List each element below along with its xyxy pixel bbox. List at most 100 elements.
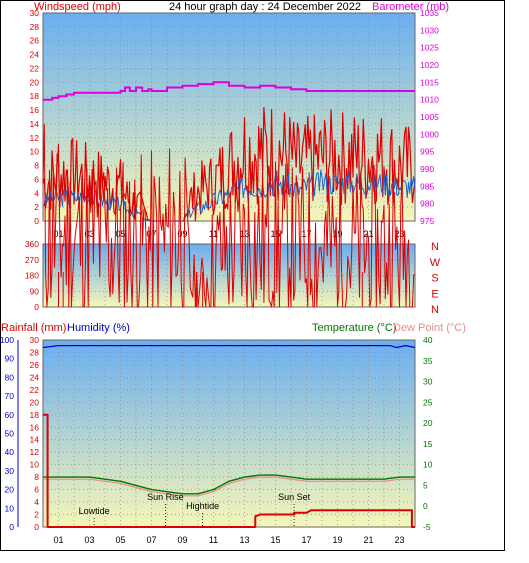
baro-axis-title: Barometer (mb)	[372, 1, 449, 13]
humidity-ytick-20: 20	[5, 485, 15, 495]
wind-ytick-28: 28	[30, 22, 40, 32]
annotation-lowtide: Lowtide	[79, 506, 110, 516]
wind-ytick-30: 30	[30, 8, 40, 18]
rain-xtick-07: 07	[146, 535, 156, 545]
temp-ytick-15: 15	[423, 439, 433, 449]
temp-ytick-20: 20	[423, 418, 433, 428]
wind-ytick-14: 14	[30, 119, 40, 129]
direction-ytick-0: 0	[34, 302, 39, 312]
temp-ytick-30: 30	[423, 377, 433, 387]
wind-ytick-0: 0	[34, 216, 39, 226]
baro-ytick-980: 980	[420, 199, 434, 209]
rain-xtick-15: 15	[270, 535, 280, 545]
rain-ytick-12: 12	[30, 447, 40, 457]
annotation-sun-rise: Sun Rise	[147, 492, 184, 502]
direction-ytick-180: 180	[25, 271, 39, 281]
wind-ytick-20: 20	[30, 77, 40, 87]
baro-ytick-1020: 1020	[420, 60, 439, 70]
humidity-axis-title: Humidity (%)	[67, 322, 130, 334]
rain-ytick-20: 20	[30, 397, 40, 407]
rain-xtick-11: 11	[209, 535, 218, 545]
rain-xtick-05: 05	[115, 535, 125, 545]
temp-ytick-0: 0	[423, 501, 428, 511]
wind-ytick-4: 4	[34, 188, 39, 198]
wind-gust-line	[42, 106, 416, 222]
baro-ytick-990: 990	[420, 164, 434, 174]
wind-ytick-24: 24	[30, 50, 40, 60]
humidity-ytick-0: 0	[9, 522, 14, 532]
wind-xtick-19: 19	[332, 229, 342, 239]
humidity-line	[42, 345, 416, 349]
humidity-ytick-40: 40	[5, 447, 15, 457]
dewpoint-line	[43, 476, 415, 497]
compass-label-4: N	[431, 304, 439, 316]
rain-xtick-13: 13	[239, 535, 249, 545]
temp-ytick-10: 10	[423, 460, 433, 470]
rain-xtick-17: 17	[301, 535, 311, 545]
rain-xtick-19: 19	[332, 535, 342, 545]
wind-ytick-16: 16	[30, 105, 40, 115]
humidity-ytick-100: 100	[0, 335, 14, 345]
rain-ytick-16: 16	[30, 422, 40, 432]
wind-xtick-07: 07	[146, 229, 156, 239]
baro-ytick-1025: 1025	[420, 43, 439, 53]
wind-xtick-11: 11	[209, 229, 218, 239]
temp-ytick-35: 35	[423, 356, 433, 366]
wind-ytick-12: 12	[30, 133, 40, 143]
humidity-ytick-90: 90	[5, 354, 15, 364]
direction-ytick-90: 90	[30, 286, 40, 296]
wind-xtick-21: 21	[363, 229, 373, 239]
compass-label-2: S	[431, 273, 438, 285]
baro-ytick-995: 995	[420, 147, 434, 157]
rain-ytick-8: 8	[34, 472, 39, 482]
rain-xtick-03: 03	[84, 535, 94, 545]
wind-xtick-23: 23	[394, 229, 404, 239]
rain-ytick-28: 28	[30, 347, 40, 357]
rain-ytick-30: 30	[30, 335, 40, 345]
wind-ytick-22: 22	[30, 63, 40, 73]
wind-xtick-15: 15	[270, 229, 280, 239]
wind-axis-title: Windspeed (mph)	[34, 1, 121, 13]
rain-ytick-0: 0	[34, 522, 39, 532]
rain-xtick-21: 21	[363, 535, 373, 545]
rain-xtick-01: 01	[53, 535, 63, 545]
baro-ytick-1015: 1015	[420, 77, 439, 87]
wind-xtick-17: 17	[301, 229, 311, 239]
rainfall-line	[43, 413, 415, 528]
direction-ytick-360: 360	[25, 239, 39, 249]
direction-ytick-270: 270	[25, 255, 39, 265]
rain-xtick-23: 23	[394, 535, 404, 545]
wind-xtick-03: 03	[84, 229, 94, 239]
baro-ytick-1030: 1030	[420, 25, 439, 35]
rain-ytick-22: 22	[30, 385, 40, 395]
temp-axis-title: Temperature (°C)	[312, 322, 396, 334]
rain-ytick-6: 6	[34, 485, 39, 495]
humidity-ytick-10: 10	[5, 503, 15, 513]
compass-label-0: N	[431, 241, 439, 253]
rain-ytick-18: 18	[30, 410, 40, 420]
temperature-line	[43, 474, 415, 495]
baro-ytick-1000: 1000	[420, 129, 439, 139]
temp-ytick--5: -5	[423, 522, 431, 532]
rain-xtick-09: 09	[177, 535, 187, 545]
rain-ytick-24: 24	[30, 372, 40, 382]
baro-ytick-1005: 1005	[420, 112, 439, 122]
wind-xtick-01: 01	[53, 229, 63, 239]
barometer-line	[43, 81, 415, 101]
compass-label-1: W	[430, 257, 441, 269]
baro-ytick-975: 975	[420, 216, 434, 226]
temp-ytick-5: 5	[423, 480, 428, 490]
baro-ytick-985: 985	[420, 181, 434, 191]
chart-title: 24 hour graph day : 24 December 2022	[169, 1, 361, 13]
humidity-ytick-50: 50	[5, 429, 15, 439]
humidity-ytick-30: 30	[5, 466, 15, 476]
rain-ytick-10: 10	[30, 460, 40, 470]
wind-ytick-26: 26	[30, 36, 40, 46]
dew-axis-title: Dew Point (°C)	[393, 322, 466, 334]
wind-ytick-2: 2	[34, 202, 39, 212]
wind-ytick-10: 10	[30, 147, 40, 157]
wind-ytick-18: 18	[30, 91, 40, 101]
wind-xtick-09: 09	[177, 229, 187, 239]
humidity-ytick-70: 70	[5, 391, 15, 401]
